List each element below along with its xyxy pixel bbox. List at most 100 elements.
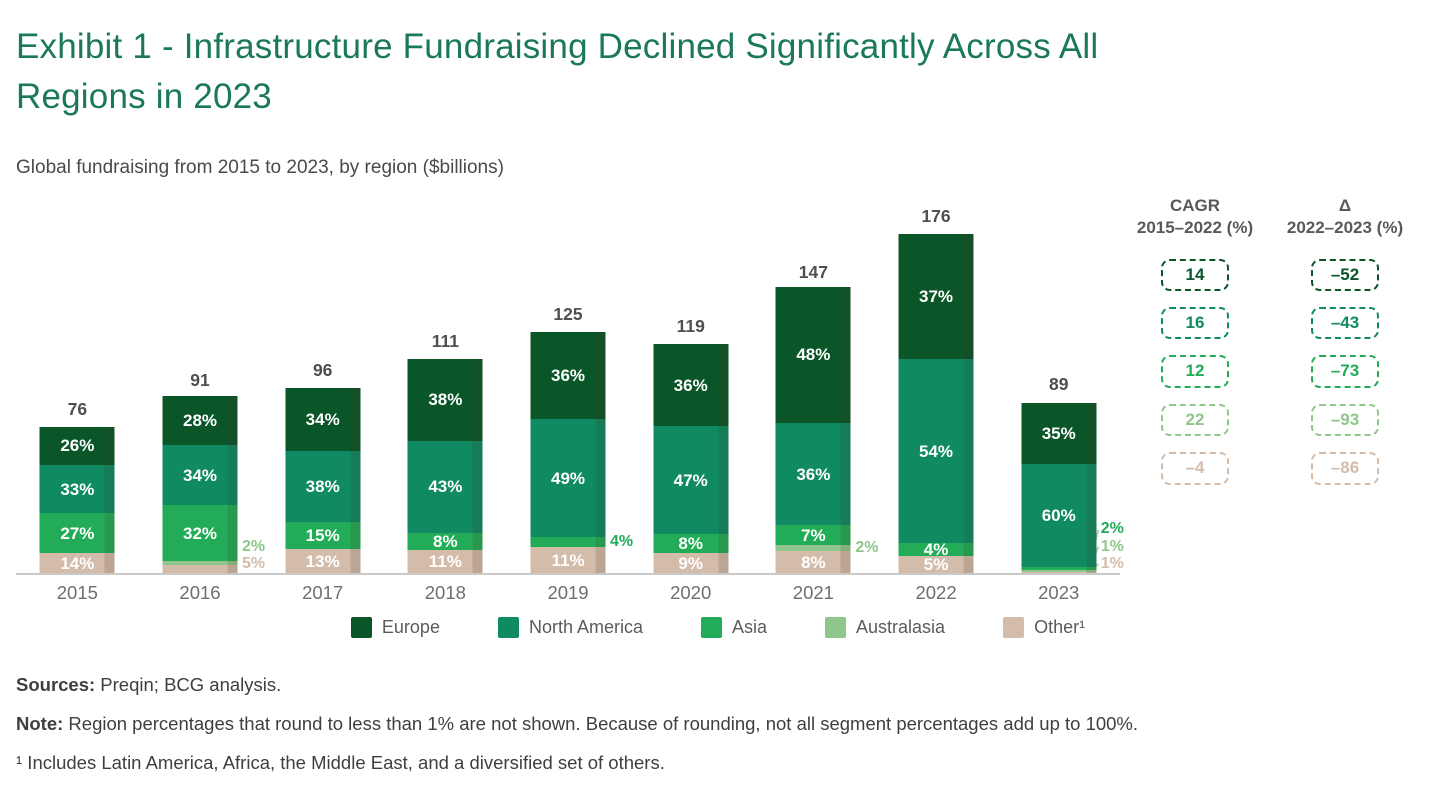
outside-segment-label-asia: 4% — [610, 533, 634, 551]
cagr-badges: 14 16 12 22 –4 — [1161, 258, 1229, 485]
sources-label: Sources: — [16, 674, 96, 696]
bar-segment-europe: 28% — [162, 396, 238, 446]
bar-group-2018: 11% 8% 43% 38% 111 — [384, 193, 507, 574]
segment-label-north_america: 43% — [428, 477, 463, 497]
sources-line: Sources: Preqin; BCG analysis. — [16, 674, 1420, 696]
delta-badge-other: –86 — [1311, 452, 1379, 485]
segment-label-asia: 7% — [801, 525, 826, 545]
outside-segment-label-other: 5% — [242, 555, 266, 573]
bar-segment-other: 13% — [285, 549, 361, 574]
segment-label-europe: 35% — [1041, 423, 1076, 443]
segment-label-europe: 48% — [796, 345, 831, 365]
x-axis-label-2019: 2019 — [547, 582, 589, 604]
bar-segment-north_america: 47% — [653, 426, 729, 535]
bar-total-label: 147 — [798, 261, 828, 282]
legend-item-north_america: North America — [497, 617, 643, 639]
cagr-column: CAGR 2015–2022 (%) 14 16 12 22 –4 — [1125, 195, 1265, 604]
x-axis-label-2017: 2017 — [302, 582, 344, 604]
x-axis-label-2021: 2021 — [792, 582, 834, 604]
bar-segment-australasia — [162, 561, 238, 565]
bar-segment-north_america: 33% — [39, 464, 115, 514]
x-axis-labels: 2015 2016 2017 2018 2019 2020 2021 2022 2023 — [16, 582, 1120, 604]
footnote-line: ¹ Includes Latin America, Africa, the Mi… — [16, 752, 665, 774]
legend-swatch-australasia — [825, 617, 847, 639]
segment-label-asia: 8% — [433, 531, 458, 551]
outside-segment-label-other: 1% — [1100, 555, 1124, 573]
note-text: Region percentages that round to less th… — [63, 713, 1139, 735]
x-axis-label-2023: 2023 — [1038, 582, 1080, 604]
bar-2023: 60% 35% — [1021, 403, 1097, 574]
bar-segment-asia: 27% — [39, 513, 115, 553]
segment-label-asia: 15% — [305, 525, 340, 545]
bar-segment-other — [162, 564, 238, 574]
bar-2017: 13% 15% 38% 34% — [285, 388, 361, 574]
bar-segment-europe: 35% — [1021, 403, 1097, 464]
segment-label-other: 13% — [305, 551, 340, 571]
bar-group-2022: 5% 4% 54% 37% 176 — [875, 193, 998, 573]
note-label: Note: — [16, 713, 64, 735]
delta-badge-north_america: –43 — [1311, 306, 1379, 340]
bar-segment-north_america: 49% — [530, 419, 606, 538]
bar-group-2016: 5% 2% 32% 34% 28% 91 — [139, 193, 266, 574]
cagr-badge-europe: 14 — [1161, 258, 1229, 291]
bar-2016: 32% 34% 28% — [162, 396, 238, 574]
segment-label-other: 11% — [551, 550, 585, 570]
bar-total-label: 119 — [676, 315, 705, 336]
bar-segment-asia: 7% — [775, 525, 851, 546]
cagr-badge-australasia: 22 — [1161, 403, 1229, 437]
sources-text: Preqin; BCG analysis. — [95, 674, 282, 696]
bar-segment-other: 11% — [530, 546, 606, 574]
bar-segment-other: 9% — [653, 552, 729, 574]
segment-label-europe: 34% — [305, 410, 340, 430]
note-line: Note: Region percentages that round to l… — [16, 713, 1420, 735]
plot-area: 14% 27% 33% 26% 76 5% 2% 32% 34% 28% 91 13% 15% 38% 34… — [16, 193, 1124, 576]
bar-2020: 9% 8% 47% 36% — [653, 343, 729, 574]
bar-total-label: 125 — [553, 304, 583, 325]
bar-segment-north_america: 60% — [1021, 463, 1097, 567]
bar-segment-asia: 8% — [653, 534, 729, 553]
bar-group-2020: 9% 8% 47% 36% 119 — [629, 193, 752, 574]
bar-segment-europe: 26% — [39, 426, 115, 465]
segment-label-europe: 36% — [673, 375, 708, 395]
cagr-badge-asia: 12 — [1161, 355, 1229, 388]
bar-total-label: 96 — [312, 360, 333, 381]
outside-segment-label-asia: 2% — [1100, 520, 1124, 538]
bar-segment-europe: 34% — [285, 388, 361, 452]
cagr-header-line2: 2015–2022 (%) — [1136, 218, 1254, 238]
segment-label-other: 5% — [923, 555, 949, 575]
bar-segment-europe: 37% — [898, 233, 974, 360]
legend-item-europe: Europe — [350, 617, 440, 639]
x-axis-label-2015: 2015 — [56, 582, 98, 604]
bar-segment-europe: 48% — [775, 286, 851, 424]
bar-group-2019: 4% 11% 49% 36% 125 — [507, 193, 634, 574]
x-axis-label-2022: 2022 — [915, 582, 957, 604]
delta-column: Δ 2022–2023 (%) –52 –43 –73 –93 –86 — [1275, 195, 1415, 604]
segment-label-north_america: 34% — [182, 465, 218, 485]
delta-header-line1: Δ — [1338, 196, 1352, 216]
segment-label-europe: 37% — [919, 287, 954, 307]
delta-badge-asia: –73 — [1311, 355, 1379, 388]
bar-2018: 11% 8% 43% 38% — [407, 359, 483, 574]
bar-segment-asia — [1021, 566, 1097, 570]
bar-segment-asia — [530, 537, 606, 547]
legend-swatch-other — [1003, 617, 1025, 639]
bar-group-2015: 14% 27% 33% 26% 76 — [16, 193, 139, 574]
segment-label-north_america: 36% — [796, 464, 831, 484]
bar-2015: 14% 27% 33% 26% — [39, 426, 115, 574]
legend-swatch-north_america — [497, 617, 519, 639]
legend-item-other: Other¹ — [1003, 617, 1085, 639]
x-axis-label-2020: 2020 — [670, 582, 712, 604]
page-title: Exhibit 1 - Infrastructure Fundraising D… — [16, 27, 1099, 116]
bar-segment-europe: 38% — [407, 359, 483, 441]
outside-segment-label-australasia: 2% — [242, 537, 266, 555]
x-axis-label-2016: 2016 — [179, 582, 221, 604]
legend-label-europe: Europe — [381, 617, 440, 638]
delta-badges: –52 –43 –73 –93 –86 — [1311, 258, 1379, 485]
bar-segment-other: 8% — [775, 550, 851, 574]
cagr-badge-other: –4 — [1161, 452, 1229, 485]
delta-badge-europe: –52 — [1311, 258, 1379, 291]
outside-segment-label-australasia: 1% — [1100, 537, 1124, 555]
bar-total-label: 111 — [431, 331, 459, 352]
bar-segment-north_america: 38% — [285, 451, 361, 522]
segment-label-north_america: 33% — [60, 479, 95, 499]
